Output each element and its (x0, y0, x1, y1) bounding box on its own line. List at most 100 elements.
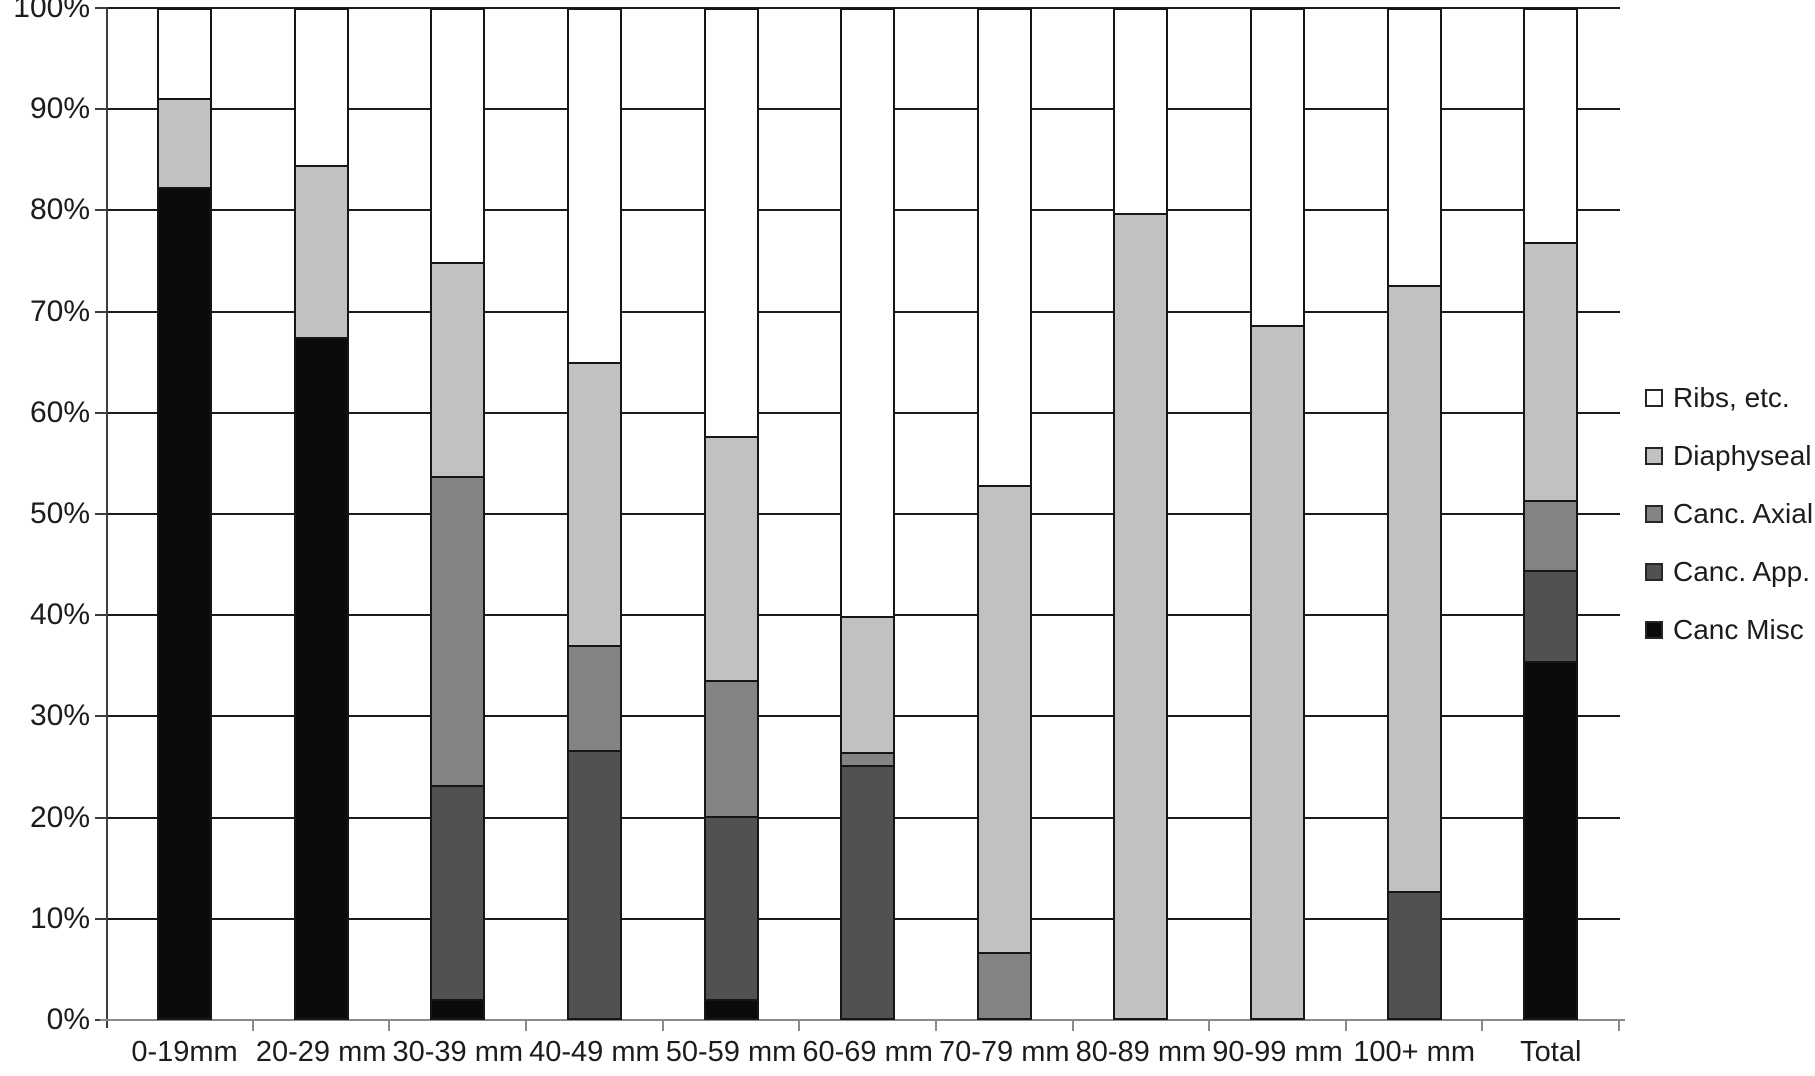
bar-segment-Total-Canc. Axial (1525, 501, 1577, 573)
y-axis-tick-60% (95, 411, 108, 414)
legend-item-Canc Misc: Canc Misc (1645, 614, 1813, 645)
bar-segment-Total-Diaphyseal (1525, 243, 1577, 502)
bar-segment-50-59 mm-Canc Misc (705, 1000, 757, 1018)
bar-segment-30-39 mm-Canc Misc (432, 1000, 484, 1018)
legend-label-Canc. App.: Canc. App. (1673, 556, 1810, 587)
x-axis-tick-11 (1618, 1020, 1621, 1031)
bar-segment-40-49 mm-Canc. App. (568, 751, 620, 1018)
bar-segment-0-19mm-Canc Misc (159, 189, 210, 1018)
x-axis-label-30-39 mm: 30-39 mm (392, 1036, 524, 1068)
bar-segment-70-79 mm-Diaphyseal (978, 486, 1030, 954)
y-axis-label-70%: 70% (29, 294, 90, 328)
bar-70-79 mm (976, 8, 1032, 1020)
x-axis-tick-6 (934, 1020, 937, 1031)
y-axis-label-10%: 10% (29, 901, 90, 935)
bar-segment-Total-Canc Misc (1525, 663, 1577, 1018)
bar-segment-60-69 mm-Diaphyseal (842, 617, 894, 754)
legend-swatch-Canc. Axial (1645, 505, 1663, 523)
bar-segment-50-59 mm-Ribs, etc. (705, 10, 757, 439)
bar-100+ mm (1386, 8, 1442, 1020)
bar-30-39 mm (430, 8, 486, 1020)
bar-0-19mm (157, 8, 212, 1020)
x-axis-tick-9 (1344, 1020, 1347, 1031)
y-axis-tick-10% (95, 917, 108, 920)
bar-segment-0-19mm-Ribs, etc. (159, 10, 210, 100)
y-axis-tick-100% (95, 7, 108, 9)
bar-segment-40-49 mm-Canc. Axial (568, 647, 620, 752)
bar-segment-0-19mm-Diaphyseal (159, 99, 210, 190)
bar-segment-100+ mm-Diaphyseal (1388, 287, 1440, 894)
legend-item-Diaphyseal: Diaphyseal (1645, 440, 1813, 471)
x-axis-label-0-19mm: 0-19mm (131, 1036, 238, 1068)
y-axis-tick-30% (95, 715, 108, 718)
legend-swatch-Canc Misc (1645, 621, 1663, 639)
bar-segment-100+ mm-Canc. App. (1388, 893, 1440, 1018)
legend-item-Ribs, etc.: Ribs, etc. (1645, 382, 1813, 413)
legend-label-Diaphyseal: Diaphyseal (1673, 440, 1812, 471)
legend-label-Canc Misc: Canc Misc (1673, 614, 1804, 645)
y-axis-label-30%: 30% (29, 699, 90, 733)
bar-segment-70-79 mm-Ribs, etc. (978, 10, 1030, 487)
y-axis-label-0%: 0% (46, 1003, 90, 1036)
bar-segment-40-49 mm-Ribs, etc. (568, 10, 620, 364)
x-axis-tick-5 (798, 1020, 801, 1031)
x-axis-label-Total: Total (1520, 1036, 1582, 1068)
y-axis-label-80%: 80% (29, 193, 90, 227)
y-axis-tick-70% (95, 310, 108, 313)
y-axis-label-40%: 40% (29, 598, 90, 632)
bar-segment-20-29 mm-Ribs, etc. (295, 10, 347, 168)
legend-item-Canc. Axial: Canc. Axial (1645, 498, 1814, 529)
bar-segment-100+ mm-Ribs, etc. (1388, 10, 1440, 288)
bar-segment-Total-Canc. App. (1525, 572, 1577, 664)
bar-segment-20-29 mm-Canc Misc (295, 338, 347, 1018)
x-axis-tick-2 (388, 1020, 391, 1031)
bar-segment-60-69 mm-Ribs, etc. (842, 10, 894, 618)
bar-segment-Total-Ribs, etc. (1525, 10, 1577, 244)
bar-segment-30-39 mm-Diaphyseal (432, 264, 484, 478)
y-axis-tick-50% (95, 513, 108, 515)
y-axis-label-90%: 90% (29, 92, 90, 126)
bar-segment-80-89 mm-Ribs, etc. (1115, 10, 1167, 215)
bar-segment-90-99 mm-Ribs, etc. (1252, 10, 1304, 327)
x-axis-tick-8 (1208, 1020, 1211, 1031)
y-axis-label-50%: 50% (29, 497, 90, 530)
bar-segment-60-69 mm-Canc. App. (842, 767, 894, 1018)
y-axis (106, 8, 108, 1028)
bar-90-99 mm (1250, 8, 1306, 1020)
bar-Total (1523, 8, 1579, 1020)
bar-50-59 mm (703, 8, 759, 1020)
x-axis-label-20-29 mm: 20-29 mm (255, 1036, 387, 1068)
bar-20-29 mm (293, 8, 349, 1020)
legend-item-Canc. App.: Canc. App. (1645, 556, 1813, 587)
x-axis (100, 1019, 1625, 1021)
legend-label-Ribs, etc.: Ribs, etc. (1673, 382, 1790, 413)
legend-label-Canc. Axial: Canc. Axial (1673, 498, 1814, 529)
y-axis-tick-80% (95, 209, 108, 212)
x-axis-label-100+ mm: 100+ mm (1353, 1036, 1475, 1068)
x-axis-label-60-69 mm: 60-69 mm (802, 1036, 933, 1068)
x-axis-label-90-99 mm: 90-99 mm (1212, 1036, 1343, 1068)
bar-60-69 mm (840, 8, 896, 1020)
bar-segment-50-59 mm-Canc. Axial (705, 682, 757, 819)
legend-swatch-Ribs, etc. (1645, 389, 1663, 407)
legend-swatch-Diaphyseal (1645, 447, 1663, 465)
legend-swatch-Canc. App. (1645, 563, 1663, 581)
bar-segment-90-99 mm-Diaphyseal (1252, 326, 1304, 1018)
x-axis-label-70-79 mm: 70-79 mm (938, 1036, 1070, 1068)
x-axis-tick-7 (1071, 1020, 1074, 1031)
x-axis-tick-3 (525, 1020, 528, 1031)
bar-segment-30-39 mm-Canc. App. (432, 787, 484, 1001)
y-axis-label-100%: 100% (13, 0, 90, 24)
y-axis-label-20%: 20% (29, 800, 90, 834)
bar-segment-30-39 mm-Ribs, etc. (432, 10, 484, 265)
x-axis-tick-1 (251, 1020, 254, 1031)
x-axis-tick-10 (1481, 1020, 1484, 1031)
bar-segment-70-79 mm-Canc. Axial (978, 953, 1030, 1018)
x-axis-label-80-89 mm: 80-89 mm (1075, 1036, 1207, 1068)
bar-segment-40-49 mm-Diaphyseal (568, 363, 620, 648)
bar-segment-30-39 mm-Canc. Axial (432, 477, 484, 788)
bar-40-49 mm (566, 8, 622, 1020)
bar-segment-50-59 mm-Diaphyseal (705, 438, 757, 683)
